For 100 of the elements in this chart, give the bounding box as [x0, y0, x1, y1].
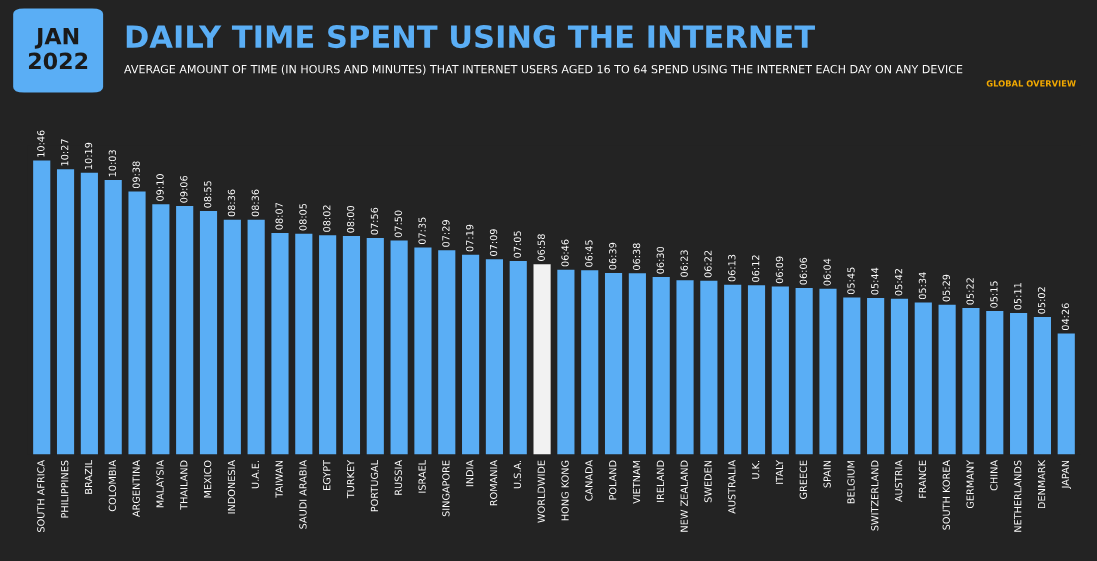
x-tick-label: GERMANY: [966, 459, 974, 509]
x-tick-label: NETHERLANDS: [1014, 460, 1022, 532]
data-label: 06:04: [823, 258, 831, 286]
x-tick-label: IRELAND: [656, 460, 664, 502]
chart-title: DAILY TIME SPENT USING THE INTERNET: [126, 25, 815, 49]
bar: [700, 280, 718, 455]
data-label: 06:06: [799, 257, 807, 285]
data-label: 06:13: [728, 254, 736, 282]
bar: [604, 272, 623, 455]
bar: [271, 232, 289, 455]
bar: [914, 302, 932, 455]
x-tick-label: INDONESIA: [227, 460, 236, 514]
bar: [581, 270, 599, 455]
data-label: 05:42: [894, 269, 903, 296]
bar: [390, 240, 408, 455]
data-label: 08:05: [299, 203, 307, 231]
data-label: 08:07: [275, 202, 283, 230]
x-tick-label: SINGAPORE: [442, 460, 450, 517]
bar: [1010, 312, 1028, 455]
x-tick-label: EGYPT: [323, 459, 331, 490]
x-tick-label: RUSSIA: [394, 460, 402, 495]
bar: [676, 280, 694, 455]
data-label: 05:02: [1037, 287, 1046, 314]
bar: [986, 311, 1004, 455]
x-tick-label: AUSTRIA: [894, 460, 903, 503]
bar: [199, 211, 218, 455]
chart-subtitle: AVERAGE AMOUNT OF TIME (IN HOURS AND MINUTES) THAT INTERNET USERS AGED 16 TO 64 SPEND USING THE INTERNET EACH DAY ON ANY DEVICE: [124, 64, 963, 75]
bar: [938, 304, 956, 455]
x-tick-label: PORTUGAL: [370, 460, 379, 512]
x-tick-label: WORLDWIDE: [537, 460, 545, 523]
bar: [176, 206, 194, 455]
bar: [843, 297, 861, 455]
data-label: 05:34: [918, 272, 927, 300]
x-tick-label: BELGIUM: [847, 460, 855, 504]
x-tick-label: CANADA: [585, 460, 593, 501]
bar: [771, 286, 789, 455]
x-tick-label: MEXICO: [203, 460, 212, 498]
x-tick-label: THAILAND: [180, 460, 188, 510]
data-label: 06:45: [585, 240, 593, 267]
x-tick-label: ARGENTINA: [132, 460, 140, 517]
bar: [80, 172, 98, 455]
data-label: 06:38: [632, 243, 641, 270]
bar: [33, 160, 51, 455]
x-tick-label: SWITZERLAND: [871, 460, 879, 531]
data-label: 07:35: [418, 217, 426, 245]
x-tick-label: VIETNAM: [632, 460, 641, 504]
data-label: 06:12: [751, 255, 760, 282]
bar: [509, 261, 527, 455]
data-label: 06:09: [775, 256, 784, 284]
bar: [414, 247, 432, 455]
bar: [366, 237, 384, 455]
x-tick-label: MALAYSIA: [156, 460, 164, 508]
data-label: 09:06: [180, 175, 188, 203]
bar: [247, 219, 265, 455]
x-tick-label: CHINA: [990, 460, 998, 491]
x-tick-label: COLOMBIA: [108, 460, 117, 512]
bar: [962, 307, 980, 455]
data-label: 08:00: [346, 205, 355, 233]
data-label: 07:05: [513, 231, 522, 258]
bar: [152, 204, 170, 455]
data-label: 09:38: [132, 161, 140, 189]
bar: [462, 254, 480, 455]
data-label: 08:36: [227, 189, 236, 217]
data-label: 06:23: [680, 250, 688, 277]
bar: [747, 285, 766, 455]
data-label: 08:55: [203, 181, 212, 208]
x-tick-label: NEW ZEALAND: [680, 460, 688, 532]
bar: [1033, 317, 1051, 455]
x-tick-label: ISRAEL: [418, 460, 426, 493]
text: JAN 2022: [28, 27, 88, 70]
data-label: 06:39: [609, 242, 617, 270]
data-label: 06:58: [537, 234, 545, 261]
x-tick-label: SWEDEN: [704, 460, 712, 503]
x-tick-label: TAIWAN: [275, 460, 283, 498]
bar: [319, 235, 337, 455]
x-tick-label: FRANCE: [918, 460, 927, 498]
bar: [533, 264, 551, 455]
data-label: 04:26: [1061, 303, 1070, 331]
data-label: 07:50: [394, 210, 402, 238]
data-label: 05:11: [1014, 283, 1022, 310]
data-label: 10:27: [61, 139, 69, 166]
data-label: 06:30: [656, 246, 665, 274]
bar: [104, 180, 122, 455]
bar: [867, 297, 885, 455]
bar: [223, 219, 241, 455]
text: GLOBAL OVERVIEW: [986, 80, 1076, 87]
x-tick-label: SPAIN: [823, 460, 831, 488]
bar: [890, 298, 909, 455]
x-tick-label: INDIA: [466, 460, 474, 487]
x-tick-label: SOUTH AFRICA: [37, 460, 45, 532]
data-label: 05:29: [942, 274, 950, 302]
bar: [557, 269, 575, 455]
data-label: 07:19: [466, 224, 474, 252]
x-tick-label: U.S.A.: [513, 461, 522, 489]
x-tick-label: DENMARK: [1038, 459, 1046, 509]
x-tick-label: POLAND: [609, 460, 617, 500]
bar: [628, 273, 646, 455]
x-tick-label: U.A.E.: [251, 461, 259, 489]
x-tick-label: U.K.: [752, 461, 760, 479]
data-label: 08:02: [323, 205, 331, 232]
